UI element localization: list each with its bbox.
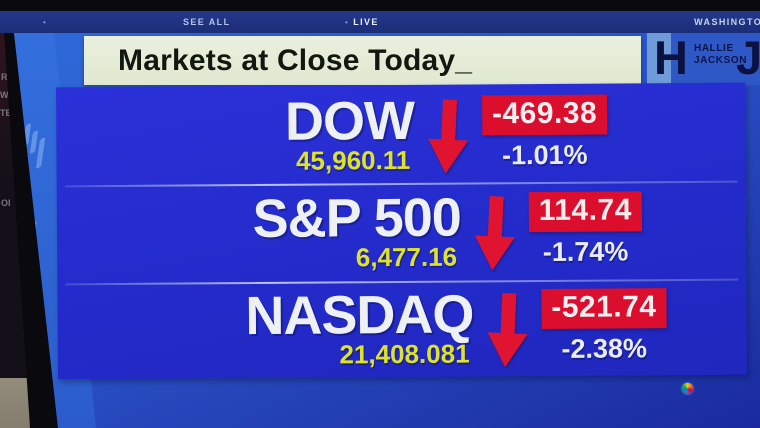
change-percent: -2.38%: [561, 332, 648, 364]
anchor-last-name: JACKSON: [694, 55, 748, 66]
tv-screen: NBC NEWS NOW Markets at Close Today_ H H…: [14, 33, 760, 428]
top-black-strip: [0, 0, 760, 11]
change-badge: 114.74: [528, 190, 643, 232]
index-close-value: 45,960.11: [295, 144, 411, 176]
change-percent: -1.74%: [542, 235, 629, 267]
nbc-peacock-logo-icon: [682, 383, 693, 394]
location-label: WASHINGTON: [694, 17, 760, 27]
index-name: DOW: [284, 90, 415, 152]
ticker-bullet: •: [43, 18, 48, 27]
market-row-dow: DOW 45,960.11 -469.38 -1.01%: [56, 83, 746, 185]
down-arrow-icon: [426, 98, 473, 174]
background-text-fragment: R: [1, 72, 8, 82]
page-title: Markets at Close Today_: [118, 43, 473, 77]
monogram-j: J: [736, 33, 760, 84]
headline-bar: Markets at Close Today_: [84, 36, 641, 85]
down-arrow-icon: [485, 292, 532, 367]
background-text-fragment: W: [0, 90, 9, 100]
down-arrow-icon: [473, 195, 520, 270]
change-badge: -521.74: [541, 287, 667, 329]
index-name: NASDAQ: [245, 284, 474, 347]
change-percent: -1.01%: [501, 139, 588, 170]
anchor-name: HALLIE JACKSON: [694, 43, 747, 67]
live-label: LIVE: [353, 17, 379, 27]
background-text-fragment: TE: [0, 108, 12, 118]
see-all-label: SEE ALL: [183, 17, 231, 27]
ticker-bar: • SEE ALL •LIVE WASHINGTON: [0, 11, 760, 33]
index-name: S&P 500: [252, 187, 462, 250]
markets-panel: DOW 45,960.11 -469.38 -1.01% S&P 500 6,4…: [55, 82, 748, 380]
monogram-h: H: [654, 33, 688, 84]
background-text-fragment: OI: [1, 198, 11, 208]
live-indicator: • LIVE: [345, 17, 379, 27]
anchor-first-name: HALLIE: [694, 43, 734, 54]
hallie-jackson-bug: H HALLIE JACKSON J: [647, 33, 760, 85]
market-row-nasdaq: NASDAQ 21,408.081 -521.74 -2.38%: [57, 277, 747, 379]
change-badge: -469.38: [481, 94, 608, 135]
monogram-accent-square: [647, 33, 671, 85]
live-dot-icon: •: [345, 18, 350, 27]
market-row-sp500: S&P 500 6,477.16 114.74 -1.74%: [57, 180, 747, 282]
